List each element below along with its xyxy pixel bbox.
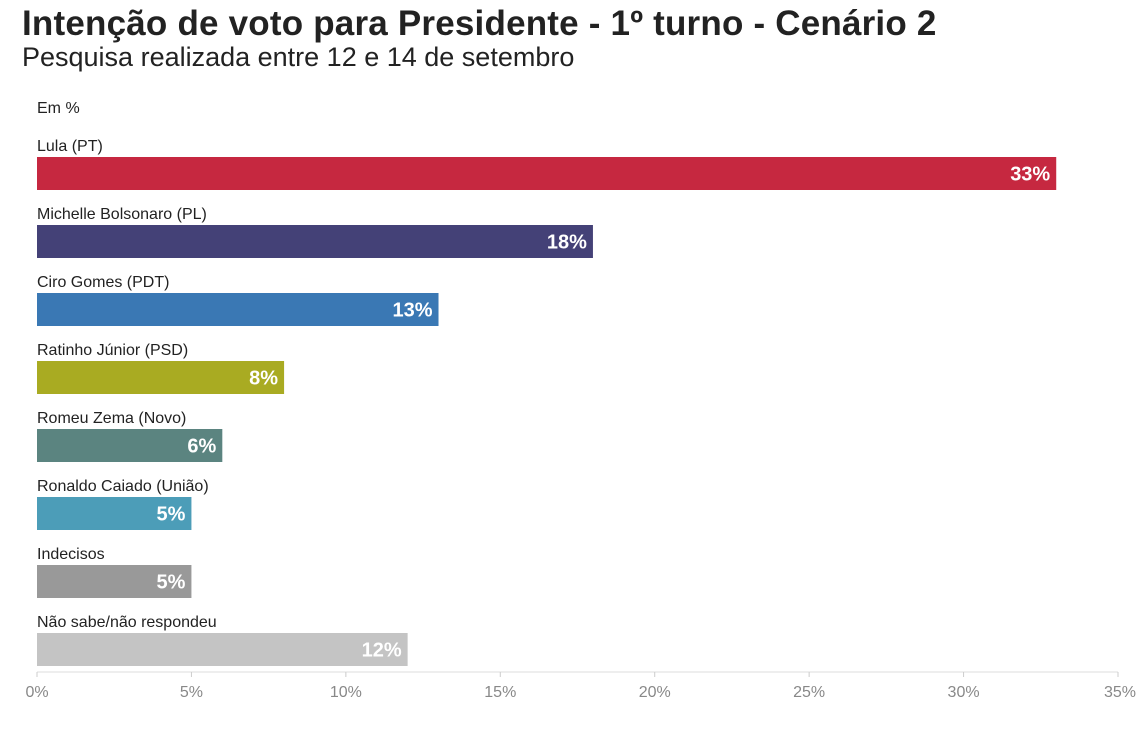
category-label: Lula (PT) <box>37 138 103 155</box>
chart-title: Intenção de voto para Presidente - 1º tu… <box>22 4 937 43</box>
x-tick-label: 20% <box>639 684 671 701</box>
category-label: Michelle Bolsonaro (PL) <box>37 206 207 223</box>
category-label: Romeu Zema (Novo) <box>37 410 186 427</box>
x-tick-label: 0% <box>25 684 48 701</box>
bar-value-label: 8% <box>249 368 278 390</box>
bar-value-label: 33% <box>1010 164 1050 186</box>
bar-value-label: 5% <box>157 572 186 594</box>
x-tick-label: 30% <box>948 684 980 701</box>
bar-value-label: 13% <box>392 300 432 322</box>
unit-label: Em % <box>37 100 80 117</box>
x-tick-label: 15% <box>484 684 516 701</box>
bar <box>37 633 408 666</box>
category-label: Não sabe/não respondeu <box>37 614 217 631</box>
bar <box>37 361 285 394</box>
bar-value-label: 18% <box>547 232 587 254</box>
category-label: Indecisos <box>37 546 105 563</box>
x-tick-label: 35% <box>1104 684 1136 701</box>
category-label: Ronaldo Caiado (União) <box>37 478 209 495</box>
x-tick-label: 10% <box>330 684 362 701</box>
category-label: Ciro Gomes (PDT) <box>37 274 169 291</box>
bar <box>37 497 192 530</box>
bar-value-label: 12% <box>362 640 402 662</box>
bar <box>37 565 192 598</box>
bar <box>37 429 223 462</box>
bar-value-label: 6% <box>187 436 216 458</box>
bar <box>37 157 1057 190</box>
bar <box>37 225 593 258</box>
x-tick-label: 5% <box>180 684 203 701</box>
x-tick-label: 25% <box>793 684 825 701</box>
chart-subtitle: Pesquisa realizada entre 12 e 14 de sete… <box>22 42 575 72</box>
category-label: Ratinho Júnior (PSD) <box>37 342 188 359</box>
bar <box>37 293 439 326</box>
bar-value-label: 5% <box>157 504 186 526</box>
